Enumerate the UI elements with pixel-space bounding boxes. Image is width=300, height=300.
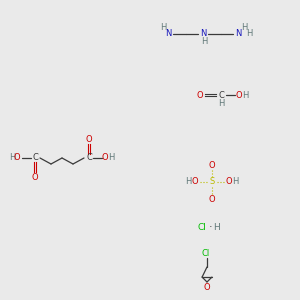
Text: O: O <box>209 194 215 203</box>
Text: H: H <box>160 22 166 32</box>
Text: O: O <box>86 134 92 143</box>
Text: O: O <box>204 284 210 292</box>
Text: H: H <box>185 178 191 187</box>
Text: O: O <box>192 178 198 187</box>
Text: H: H <box>201 38 207 46</box>
Text: N: N <box>235 29 241 38</box>
Text: O: O <box>236 91 242 100</box>
Text: N: N <box>200 29 206 38</box>
Text: C: C <box>32 154 38 163</box>
Text: H: H <box>213 224 219 232</box>
Text: H: H <box>246 29 252 38</box>
Text: O: O <box>14 154 20 163</box>
Text: H: H <box>218 98 224 107</box>
Text: C: C <box>218 91 224 100</box>
Text: O: O <box>32 172 38 182</box>
Text: ·: · <box>209 222 213 232</box>
Text: C: C <box>86 154 92 163</box>
Text: N: N <box>165 29 171 38</box>
Text: H: H <box>242 91 248 100</box>
Text: H: H <box>9 154 15 163</box>
Text: H: H <box>241 22 247 32</box>
Text: O: O <box>197 91 203 100</box>
Text: S: S <box>209 178 214 187</box>
Text: O: O <box>209 160 215 169</box>
Text: H: H <box>232 178 238 187</box>
Text: O: O <box>102 154 108 163</box>
Text: Cl: Cl <box>197 224 206 232</box>
Text: H: H <box>108 154 114 163</box>
Text: O: O <box>226 178 232 187</box>
Text: Cl: Cl <box>202 248 210 257</box>
